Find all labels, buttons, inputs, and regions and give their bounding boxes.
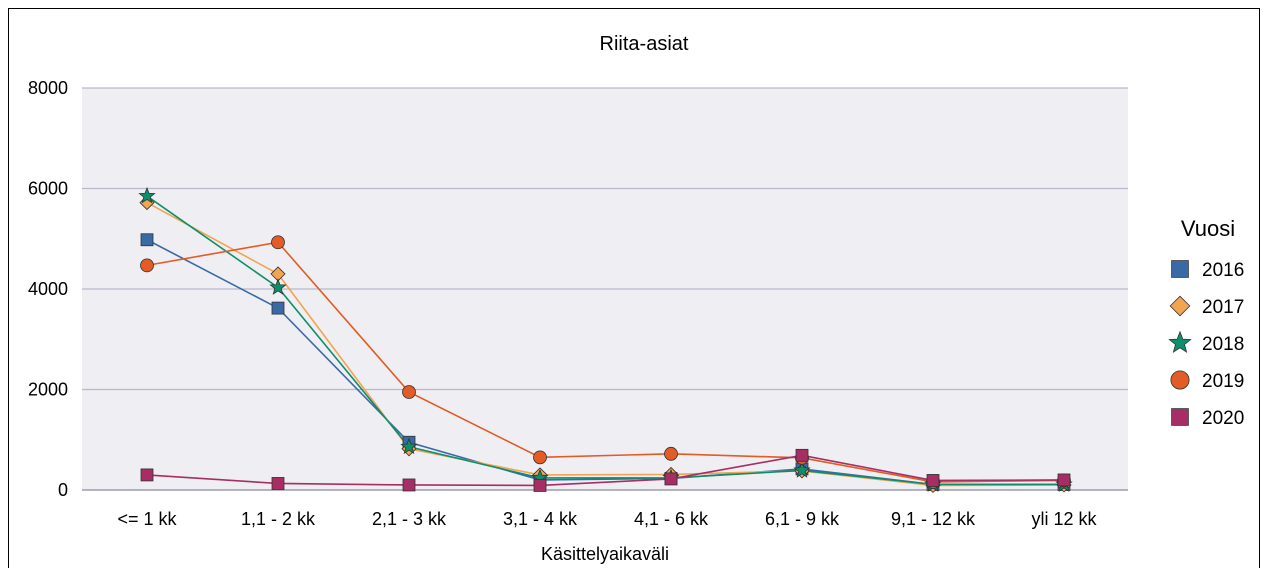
- x-tick-1-1-2-kk: 1,1 - 2 kk: [241, 509, 316, 529]
- legend-marker-2018: [1168, 330, 1192, 353]
- y-tick-6000: 6000: [28, 179, 68, 199]
- legend-marker-2016: [1171, 260, 1189, 278]
- x-tick-yli-12-kk: yli 12 kk: [1031, 509, 1097, 529]
- legend: Vuosi 2016 2017 2018 2019 2020: [1168, 216, 1244, 429]
- x-tick-2-1-3-kk: 2,1 - 3 kk: [372, 509, 447, 529]
- data-point-2016-1-1-2-kk: [271, 301, 285, 315]
- data-point-2018-1-1-2-kk: [269, 278, 287, 295]
- x-tick-6-1-9-kk: 6,1 - 9 kk: [765, 509, 840, 529]
- chart-frame: [8, 8, 1260, 568]
- y-tick-8000: 8000: [28, 78, 68, 98]
- data-point-2019-1-1-2-kk: [271, 235, 285, 250]
- legend-label-2020: 2020: [1202, 408, 1244, 429]
- series-markers: [138, 186, 1073, 494]
- series-line-2020: [146, 454, 1065, 487]
- x-tick-4-1-6-kk: 4,1 - 6 kk: [634, 509, 709, 529]
- legend-marker-2020: [1171, 408, 1189, 426]
- series-line-2018: [146, 195, 1064, 486]
- data-point-2020-1-kk: [140, 468, 154, 482]
- data-point-2019-4-1-6-kk: [664, 446, 678, 461]
- data-point-2019-3-1-4-kk: [533, 450, 547, 465]
- data-point-2018-1-kk: [138, 186, 156, 204]
- series-line-2017: [146, 201, 1065, 487]
- data-point-2018-6-1-9-kk: [793, 461, 811, 478]
- data-point-2019-2-1-3-kk: [402, 385, 416, 399]
- chart-title: Riita-asiat: [600, 33, 689, 55]
- legend-label-2017: 2017: [1202, 297, 1244, 318]
- data-point-2020-6-1-9-kk: [795, 448, 809, 462]
- x-tick-3-1-4-kk: 3,1 - 4 kk: [503, 509, 578, 529]
- data-point-2020-yli-12-kk: [1057, 473, 1071, 487]
- data-point-2019-1-kk: [140, 258, 154, 273]
- legend-label-2019: 2019: [1202, 371, 1244, 392]
- data-point-2020-2-1-3-kk: [402, 478, 416, 492]
- data-point-2020-4-1-6-kk: [664, 472, 678, 486]
- legend-marker-2017: [1169, 295, 1191, 317]
- data-point-2016-1-kk: [140, 233, 154, 247]
- legend-title: Vuosi: [1181, 216, 1235, 241]
- gridlines: [82, 87, 1128, 491]
- series-lines: [146, 195, 1065, 487]
- series-line-2019: [146, 241, 1065, 483]
- data-point-2020-3-1-4-kk: [533, 479, 547, 492]
- x-tick-labels: <= 1 kk 1,1 - 2 kk 2,1 - 3 kk 3,1 - 4 kk 4,1…: [117, 509, 1097, 529]
- legend-label-2018: 2018: [1202, 334, 1244, 355]
- legend-marker-2019: [1170, 370, 1190, 390]
- y-tick-labels: 0 2000 4000 6000 8000: [28, 78, 68, 500]
- legend-label-2016: 2016: [1202, 260, 1244, 281]
- x-tick-9-1-12-kk: 9,1 - 12 kk: [891, 509, 976, 529]
- x-axis-label: Käsittelyaikaväli: [541, 544, 669, 564]
- data-point-2020-9-1-12-kk: [926, 474, 940, 487]
- data-point-2020-1-1-2-kk: [271, 477, 285, 490]
- y-tick-4000: 4000: [28, 279, 68, 299]
- x-tick-1-kk: <= 1 kk: [117, 509, 177, 529]
- data-point-2018-2-1-3-kk: [400, 437, 418, 455]
- y-tick-2000: 2000: [28, 380, 68, 400]
- y-tick-0: 0: [58, 480, 68, 500]
